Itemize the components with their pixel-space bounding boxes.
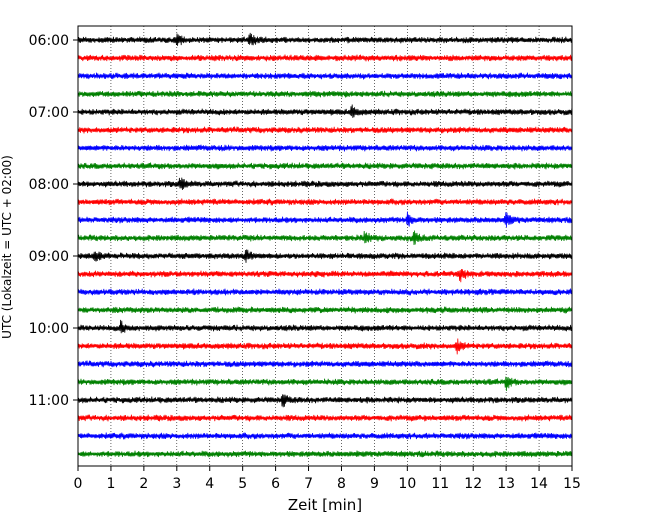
trace-0615 <box>77 54 573 62</box>
trace-0945 <box>77 306 573 314</box>
y-tick-label: 08:00 <box>29 177 69 193</box>
x-tick-label: 10 <box>398 476 416 492</box>
y-axis-label: UTC (Lokalzeit = UTC + 02:00) <box>0 155 14 339</box>
trace-0745 <box>77 162 573 170</box>
trace-1030 <box>77 360 573 368</box>
seismic-traces <box>77 32 573 458</box>
x-tick-label: 5 <box>238 476 247 492</box>
x-tick-label: 12 <box>464 476 482 492</box>
x-tick-label: 6 <box>271 476 280 492</box>
trace-0930 <box>77 288 573 296</box>
trace-0700 <box>77 104 573 118</box>
trace-1000 <box>77 319 573 334</box>
trace-0715 <box>77 126 573 134</box>
x-tick-label: 15 <box>563 476 581 492</box>
trace-1115 <box>77 414 573 422</box>
trace-0730 <box>77 144 573 152</box>
x-tick-label: 11 <box>431 476 449 492</box>
x-tick-label: 8 <box>337 476 346 492</box>
trace-1100 <box>77 394 573 408</box>
trace-0815 <box>77 198 573 206</box>
y-tick-label: 11:00 <box>29 393 69 409</box>
x-tick-label: 7 <box>304 476 313 492</box>
trace-0645 <box>77 90 573 98</box>
y-tick-label: 10:00 <box>29 321 69 337</box>
x-tick-label: 13 <box>497 476 515 492</box>
x-tick-label: 4 <box>205 476 214 492</box>
y-tick-label: 09:00 <box>29 249 69 265</box>
vertical-grid-lines <box>110 26 540 466</box>
trace-0630 <box>77 72 573 80</box>
plot-frame <box>77 25 573 467</box>
trace-1045 <box>77 376 573 391</box>
trace-0845 <box>77 230 573 245</box>
trace-0600 <box>77 32 573 46</box>
trace-1145 <box>77 450 573 458</box>
trace-1015 <box>77 338 573 355</box>
x-tick-label: 0 <box>74 476 83 492</box>
x-tick-label: 9 <box>370 476 379 492</box>
trace-1130 <box>77 432 573 440</box>
trace-0800 <box>77 177 573 191</box>
y-axis-ticks: 06:00 07:00 08:00 09:00 10:00 11:00 <box>29 33 78 409</box>
trace-0915 <box>77 269 573 283</box>
x-tick-label: 2 <box>139 476 148 492</box>
y-tick-label: 07:00 <box>29 105 69 121</box>
trace-0830 <box>77 211 573 228</box>
x-tick-label: 14 <box>530 476 548 492</box>
x-axis-label: Zeit [min] <box>288 496 362 514</box>
x-axis-ticks: 0 1 2 3 4 5 6 7 8 9 10 11 12 13 14 15 <box>74 466 581 492</box>
trace-0900 <box>77 249 573 263</box>
x-tick-label: 1 <box>106 476 115 492</box>
x-tick-label: 3 <box>172 476 181 492</box>
y-tick-label: 06:00 <box>29 33 69 49</box>
